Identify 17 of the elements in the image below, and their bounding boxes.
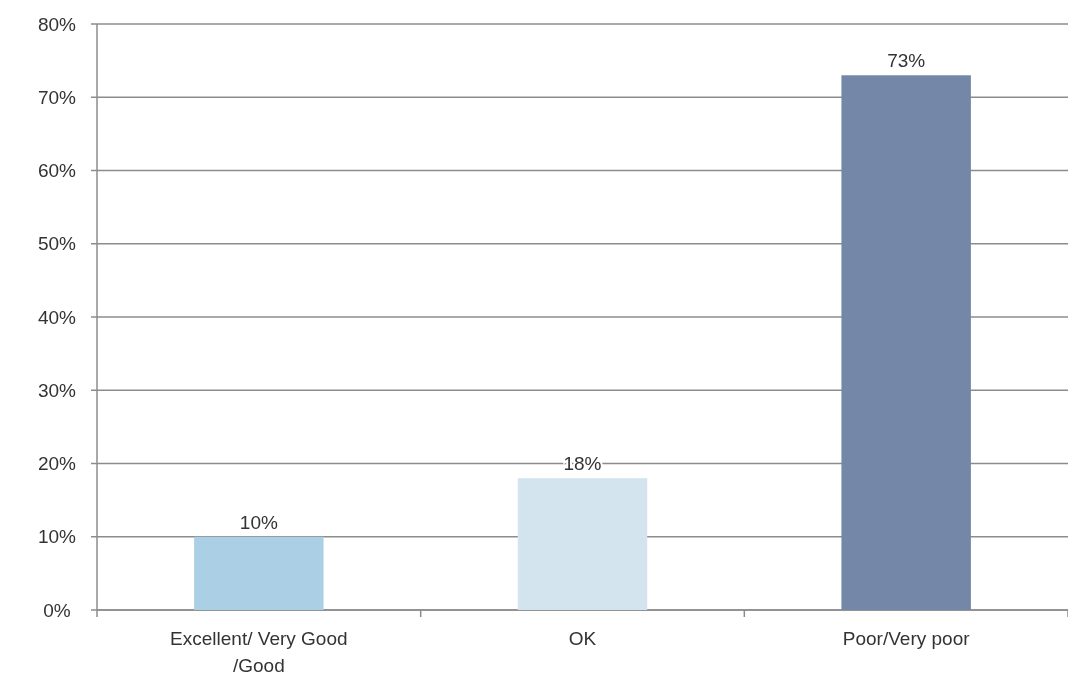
x-tick-label: Excellent/ Very Good /Good <box>170 628 348 676</box>
x-tick-label: Poor/Very poor <box>842 628 971 649</box>
y-tick-label: 0% <box>43 599 71 621</box>
y-tick-label: 70% <box>37 86 77 108</box>
y-tick-label: 30% <box>37 379 77 401</box>
x-tick-label: OK <box>568 628 597 649</box>
bar <box>517 478 648 610</box>
data-label: 73% <box>887 50 926 72</box>
y-tick-label: 80% <box>37 13 77 35</box>
y-tick-label: 20% <box>37 453 77 475</box>
y-tick-label: 50% <box>37 233 77 255</box>
bar <box>194 536 324 610</box>
bar <box>841 75 971 610</box>
y-tick-label: 60% <box>37 160 77 182</box>
y-tick-label: 10% <box>37 526 77 548</box>
y-tick-label: 40% <box>37 306 77 328</box>
data-label: 10% <box>239 511 278 533</box>
